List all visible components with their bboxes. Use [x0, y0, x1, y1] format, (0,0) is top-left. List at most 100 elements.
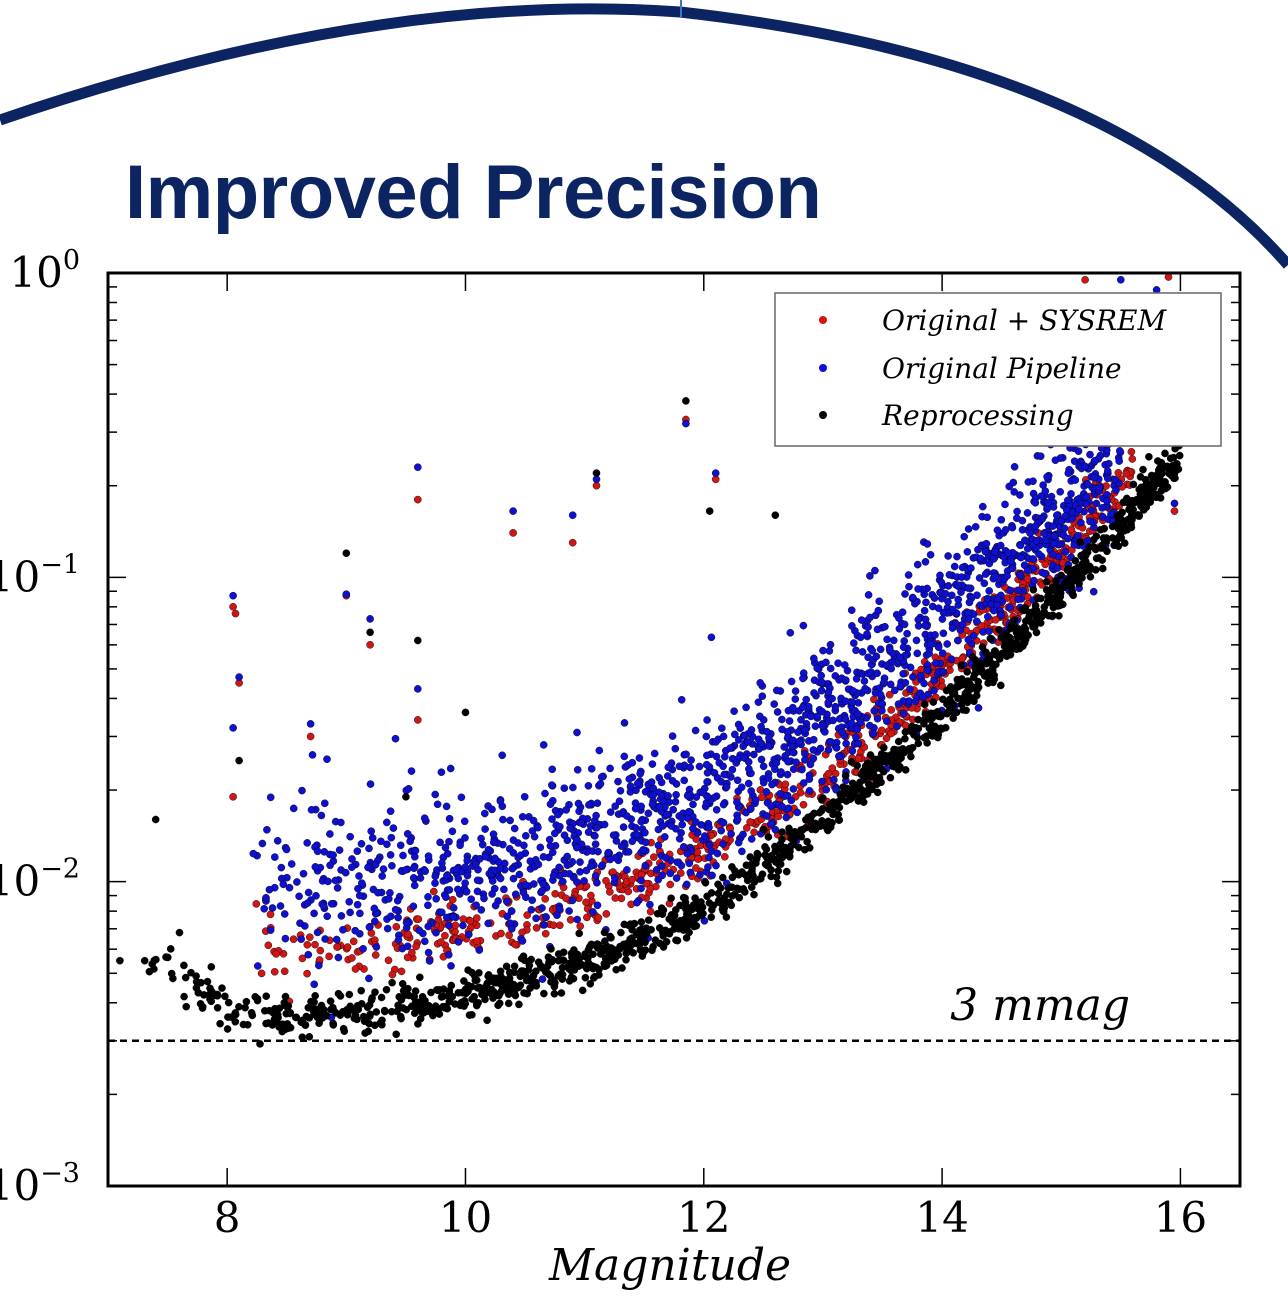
- point-reprocessing: [487, 989, 496, 998]
- point-sysrem: [397, 967, 406, 976]
- point-original-pipeline: [281, 934, 290, 943]
- point-reprocessing: [1034, 594, 1042, 603]
- point-reprocessing: [601, 937, 609, 945]
- point-original-pipeline: [1008, 564, 1017, 573]
- point-reprocessing: [429, 1011, 437, 1020]
- point-reprocessing: [587, 961, 595, 970]
- point-reprocessing: [1092, 566, 1100, 574]
- point-original-pipeline: [784, 758, 792, 766]
- point-reprocessing: [392, 1030, 401, 1039]
- point-sysrem: [348, 954, 356, 962]
- point-original-pipeline: [420, 814, 429, 823]
- point-reprocessing: [771, 511, 780, 520]
- point-reprocessing: [1067, 571, 1076, 580]
- point-original-pipeline: [368, 834, 377, 842]
- point-reprocessing: [145, 967, 154, 976]
- point-original-pipeline: [637, 817, 646, 826]
- point-sysrem: [566, 916, 575, 924]
- point-reprocessing: [651, 936, 660, 944]
- point-original-pipeline: [739, 742, 748, 751]
- point-original-pipeline: [511, 890, 520, 899]
- point-original-pipeline: [522, 832, 530, 840]
- point-reprocessing: [377, 993, 386, 1002]
- point-original-pipeline: [671, 798, 680, 806]
- point-reprocessing: [1140, 506, 1148, 514]
- point-reprocessing: [854, 797, 863, 805]
- point-reprocessing: [1096, 525, 1105, 534]
- point-original-pipeline: [739, 830, 747, 839]
- point-original-pipeline: [610, 873, 619, 882]
- point-original-pipeline: [505, 845, 514, 853]
- point-original-pipeline: [539, 741, 548, 749]
- point-sysrem: [466, 917, 475, 925]
- point-sysrem: [366, 641, 374, 649]
- point-original-pipeline: [424, 948, 433, 957]
- point-original-pipeline: [921, 558, 930, 566]
- point-sysrem: [272, 950, 281, 958]
- point-reprocessing: [785, 824, 793, 833]
- point-reprocessing: [970, 697, 978, 706]
- point-original-pipeline: [707, 633, 716, 642]
- point-original-pipeline: [1053, 511, 1061, 520]
- point-original-pipeline: [323, 755, 331, 764]
- point-reprocessing: [416, 1014, 425, 1023]
- point-original-pipeline: [801, 726, 809, 734]
- point-reprocessing: [820, 821, 829, 830]
- point-original-pipeline: [445, 886, 454, 894]
- point-original-pipeline: [793, 808, 802, 817]
- point-original-pipeline: [805, 775, 814, 783]
- point-original-pipeline: [841, 715, 850, 723]
- point-original-pipeline: [367, 827, 376, 836]
- point-original-pipeline: [463, 856, 472, 865]
- point-original-pipeline: [795, 737, 803, 746]
- point-original-pipeline: [560, 784, 569, 793]
- point-reprocessing: [758, 870, 767, 879]
- point-original-pipeline: [573, 766, 582, 774]
- point-original-pipeline: [757, 722, 765, 731]
- point-reprocessing: [1074, 574, 1083, 583]
- point-original-pipeline: [379, 865, 388, 873]
- point-reprocessing: [283, 1020, 292, 1028]
- point-original-pipeline: [623, 866, 631, 874]
- point-reprocessing: [949, 714, 958, 723]
- point-sysrem: [280, 967, 289, 976]
- reference-line-label: 3 mmag: [950, 980, 1130, 1031]
- point-reprocessing: [496, 989, 504, 997]
- point-original-pipeline: [454, 938, 463, 946]
- point-sysrem: [371, 951, 380, 959]
- point-original-pipeline: [342, 590, 351, 599]
- point-reprocessing: [554, 950, 563, 958]
- point-reprocessing: [472, 976, 481, 985]
- point-original-pipeline: [355, 872, 363, 880]
- point-reprocessing: [399, 1004, 407, 1012]
- point-reprocessing: [548, 957, 556, 966]
- point-original-pipeline: [700, 832, 709, 840]
- point-reprocessing: [301, 1021, 310, 1029]
- point-reprocessing: [1120, 539, 1129, 547]
- point-original-pipeline: [467, 895, 476, 904]
- point-original-pipeline: [693, 829, 702, 837]
- point-reprocessing: [1157, 458, 1166, 467]
- point-reprocessing: [705, 507, 714, 515]
- point-original-pipeline: [463, 871, 472, 880]
- point-original-pipeline: [1095, 483, 1104, 492]
- point-reprocessing: [1004, 643, 1012, 652]
- point-reprocessing: [701, 879, 710, 887]
- point-reprocessing: [1005, 633, 1014, 642]
- point-original-pipeline: [733, 776, 742, 785]
- point-original-pipeline: [396, 841, 405, 850]
- point-original-pipeline: [852, 733, 860, 742]
- point-original-pipeline: [539, 880, 547, 888]
- point-original-pipeline: [1103, 467, 1112, 475]
- point-reprocessing: [175, 928, 184, 937]
- point-original-pipeline: [671, 744, 680, 753]
- point-original-pipeline: [1031, 498, 1040, 507]
- point-original-pipeline: [276, 902, 285, 910]
- point-original-pipeline: [1103, 497, 1111, 506]
- point-original-pipeline: [991, 548, 999, 556]
- point-original-pipeline: [648, 760, 657, 768]
- point-reprocessing: [731, 867, 739, 875]
- point-original-pipeline: [1041, 570, 1049, 578]
- x-tick-label: 16: [1154, 1193, 1207, 1242]
